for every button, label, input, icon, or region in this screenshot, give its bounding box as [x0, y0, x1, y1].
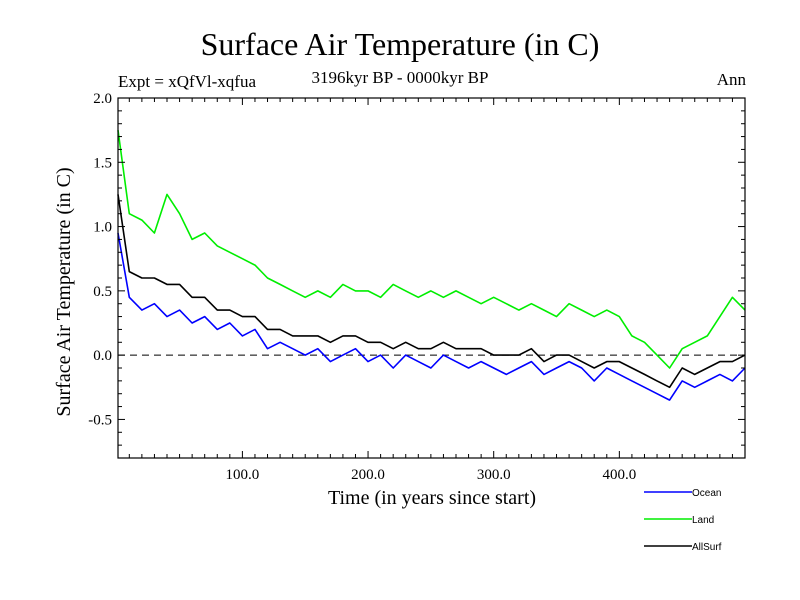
y-tick-label: 1.5	[93, 155, 112, 171]
chart-subtitle: 3196kyr BP - 0000kyr BP	[311, 68, 489, 87]
chart-title: Surface Air Temperature (in C)	[200, 26, 600, 62]
legend: Ocean Land AllSurf	[644, 488, 722, 553]
series-line-ocean	[117, 232, 746, 401]
plot-frame	[117, 97, 746, 459]
legend-label-allsurf: AllSurf	[692, 542, 722, 553]
y-tick-label: 1.0	[93, 220, 112, 236]
experiment-label: Expt = xQfVl-xqfua	[118, 72, 257, 91]
legend-label-ocean: Ocean	[692, 488, 721, 499]
y-tick-label: 2.0	[93, 91, 112, 107]
x-tick-label: 400.0	[602, 467, 636, 483]
y-tick-label: 0.5	[93, 284, 112, 300]
y-tick-label: 0.0	[93, 348, 112, 364]
y-axis-label: Surface Air Temperature (in C)	[53, 167, 75, 416]
plot-content	[117, 129, 746, 401]
x-tick-label: 300.0	[477, 467, 511, 483]
x-tick-label: 100.0	[226, 467, 260, 483]
series-line-allsurf	[117, 194, 746, 389]
axis-ticks: 100.0 200.0 300.0 400.0 -0.5 0.0 0.5 1.0 1.5 2.0	[88, 91, 745, 483]
x-tick-label: 200.0	[351, 467, 385, 483]
series-line-land	[117, 129, 746, 369]
season-label: Ann	[716, 70, 746, 89]
y-tick-label: -0.5	[88, 412, 112, 428]
x-axis-label: Time (in years since start)	[328, 487, 536, 509]
legend-label-land: Land	[692, 515, 714, 526]
